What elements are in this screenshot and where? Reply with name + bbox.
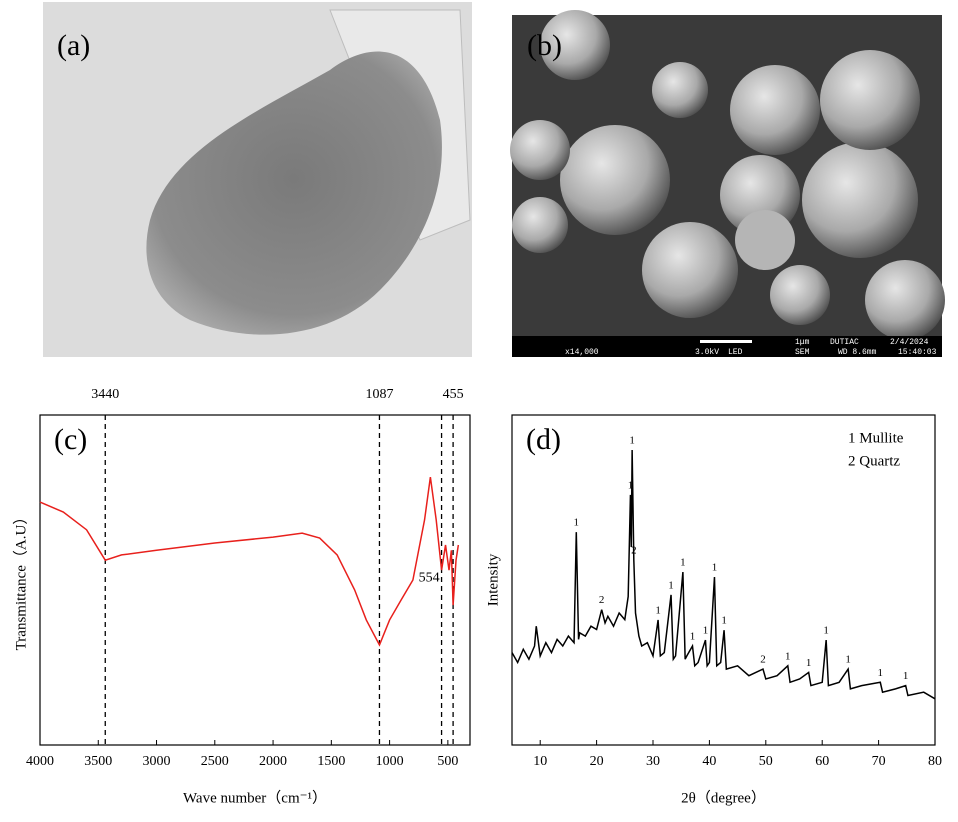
sem-info: 2/4/2024 <box>890 338 929 347</box>
peak-label: 1 <box>878 667 884 679</box>
peak-label: 1 <box>712 562 718 574</box>
peak-label: 2 <box>599 594 605 606</box>
peak-label: 1 <box>628 479 634 491</box>
peak-label: 1 <box>903 670 909 682</box>
x-tick-label: 10 <box>533 754 547 769</box>
peak-label: 1 <box>629 435 635 447</box>
y-axis-label: Intensity <box>485 553 501 606</box>
y-axis-label: Transmittance（A.U） <box>12 510 29 651</box>
panel-label: (d) <box>526 423 561 456</box>
sem-info: DUTIAC <box>830 338 859 347</box>
peak-label: 1 <box>680 557 686 569</box>
photo-powder: (a) <box>43 2 472 357</box>
x-tick-label: 30 <box>646 754 660 769</box>
photo-sem: 1μm DUTIAC 2/4/2024 x14,000 3.0kV LED SE… <box>510 10 945 357</box>
band-label: 455 <box>443 387 464 402</box>
band-label: 554 <box>419 570 440 585</box>
x-tick-label: 1500 <box>317 754 345 769</box>
x-tick-label: 3500 <box>84 754 112 769</box>
peak-label: 2 <box>760 654 766 666</box>
x-tick-label: 20 <box>590 754 604 769</box>
x-tick-label: 70 <box>872 754 886 769</box>
data-line <box>39 476 460 647</box>
sem-info: SEM <box>795 348 810 357</box>
sem-info: 3.0kV <box>695 348 719 357</box>
x-axis-label: Wave number（cm⁻¹） <box>183 789 327 806</box>
peak-label: 1 <box>823 625 829 637</box>
band-label: 1087 <box>365 387 393 402</box>
peak-label: 1 <box>655 604 661 616</box>
panel-label: (a) <box>57 29 90 62</box>
legend-text: 2 Quartz <box>848 453 900 469</box>
x-tick-label: 4000 <box>26 754 54 769</box>
x-axis-label: 2θ（degree） <box>681 789 766 806</box>
band-label: 3440 <box>91 387 119 402</box>
x-tick-label: 60 <box>815 754 829 769</box>
x-tick-label: 500 <box>437 754 458 769</box>
panel-label: (c) <box>54 423 87 456</box>
sem-info: WD 8.6mm <box>838 348 877 357</box>
x-tick-label: 2000 <box>259 754 287 769</box>
sem-info: 1μm <box>795 338 810 347</box>
peak-label: 1 <box>703 625 709 637</box>
peak-label: 1 <box>845 654 851 666</box>
x-tick-label: 50 <box>759 754 773 769</box>
sem-info: x14,000 <box>565 348 599 357</box>
sem-info: LED <box>728 348 743 357</box>
peak-label: 1 <box>806 657 812 669</box>
sem-info: 15:40:03 <box>898 348 937 357</box>
peak-label: 1 <box>690 631 696 643</box>
legend-text: 1 Mullite <box>848 430 904 446</box>
plot-frame <box>39 414 471 746</box>
peak-label: 1 <box>574 517 580 529</box>
panel-label: (b) <box>527 29 562 62</box>
peak-label: 2 <box>631 545 637 557</box>
plot-frame <box>511 414 936 746</box>
x-tick-label: 1000 <box>376 754 404 769</box>
x-tick-label: 40 <box>702 754 716 769</box>
x-tick-label: 3000 <box>143 754 171 769</box>
x-tick-label: 2500 <box>201 754 229 769</box>
peak-label: 1 <box>721 615 727 627</box>
x-tick-label: 80 <box>928 754 942 769</box>
peak-label: 1 <box>785 650 791 662</box>
peak-label: 1 <box>668 579 674 591</box>
data-line <box>511 449 936 700</box>
